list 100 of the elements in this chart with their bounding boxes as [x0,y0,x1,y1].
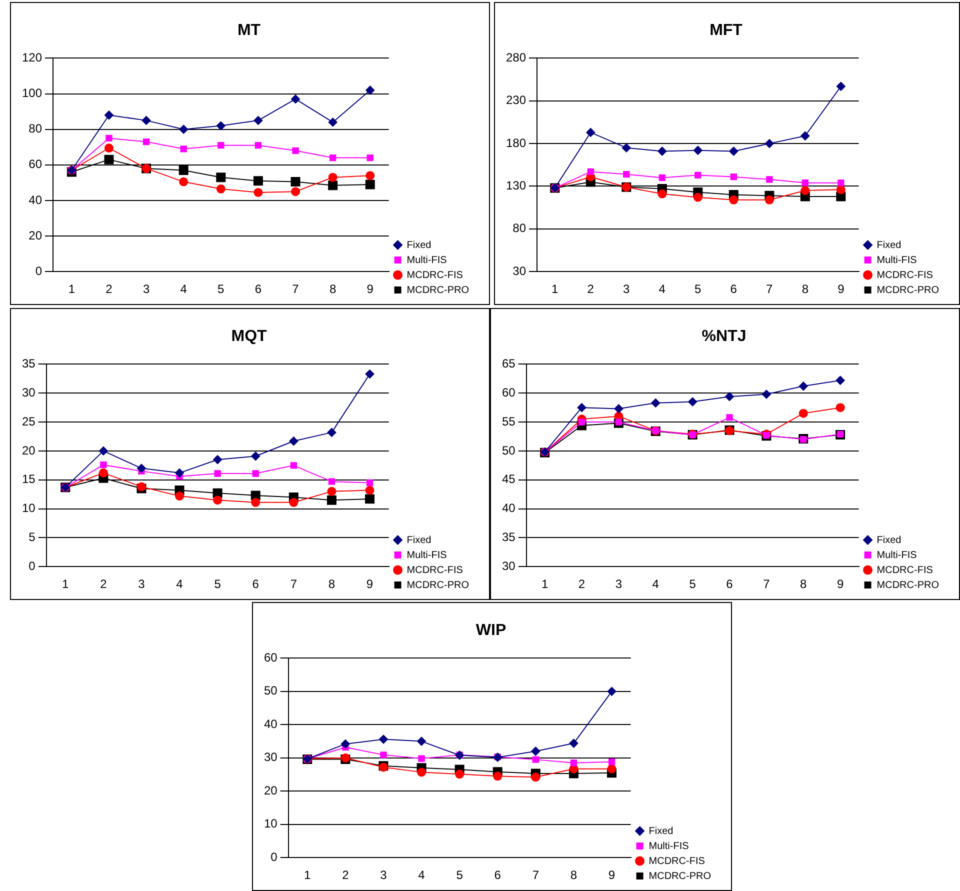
legend-label: Fixed [406,240,432,251]
point [179,124,188,134]
point [800,186,810,196]
point [658,174,666,182]
x-tick-label: 6 [726,577,734,592]
x-tick-label: 6 [730,282,738,296]
chart-title: MQT [231,328,267,346]
x-tick-label: 5 [214,577,222,592]
point [366,479,374,486]
point [291,94,300,104]
point [328,478,336,485]
point [693,146,702,155]
chart-title: WIP [476,622,506,640]
point [532,756,539,763]
point [798,408,808,418]
x-tick-label: 3 [380,868,388,882]
x-tick-label: 7 [290,577,298,592]
point [615,418,622,426]
point [729,195,738,204]
legend-label: MCDRC-FIS [876,564,934,576]
x-tick-label: 9 [608,868,616,882]
x-tick-label: 4 [180,282,188,296]
point [326,495,336,505]
y-tick-label: 20 [28,228,42,242]
point [607,686,616,696]
x-tick-label: 6 [494,868,502,882]
point [98,468,108,478]
x-tick-label: 2 [587,282,594,296]
point [836,185,846,194]
point [730,174,737,180]
point [106,134,112,142]
legend-label: MCDRC-PRO [648,870,712,882]
y-tick-label: 130 [506,178,526,193]
point [175,492,184,501]
point [253,176,263,186]
point [417,768,426,777]
point [328,180,338,190]
point [251,498,260,507]
point [216,121,226,130]
legend-label: Multi-FIS [648,840,690,852]
point [570,760,578,766]
point [531,746,540,756]
point [764,139,774,148]
x-tick-label: 4 [652,577,660,592]
point [378,734,388,744]
legend-label: Multi-FIS [876,254,918,266]
legend-label: Fixed [648,826,674,837]
y-tick-label: 55 [502,414,516,428]
y-tick-label: 40 [264,716,278,731]
x-tick-label: 3 [623,282,630,296]
x-tick-label: 1 [68,282,76,296]
point [726,414,733,421]
point [764,195,774,204]
point [418,755,425,762]
y-tick-label: 35 [502,530,516,544]
y-tick-label: 30 [512,264,526,278]
point [366,154,374,162]
point [658,146,667,156]
y-tick-label: 30 [22,385,36,400]
point [531,772,540,782]
y-tick-label: 100 [22,86,42,100]
point [289,436,298,446]
y-tick-label: 60 [28,157,42,172]
x-tick-label: 5 [689,577,696,592]
x-tick-label: 8 [328,577,336,592]
point [766,176,773,183]
y-tick-label: 280 [506,50,526,65]
legend-label: MCDRC-PRO [406,284,470,296]
point [216,172,226,182]
point [104,144,114,153]
point [569,738,578,748]
point [762,390,771,399]
x-tick-label: 9 [838,282,845,296]
point [254,116,263,125]
point [586,128,596,137]
point [380,752,387,758]
x-tick-label: 1 [62,577,70,592]
x-tick-label: 4 [176,577,184,592]
legend-label: Fixed [876,534,902,546]
x-tick-label: 1 [552,282,559,296]
point [658,189,667,198]
x-tick-label: 4 [418,868,426,882]
point [327,486,336,496]
legend-label: MCDRC-PRO [876,284,940,296]
x-tick-label: 5 [694,282,702,296]
y-tick-label: 80 [28,122,42,136]
y-tick-label: 40 [28,192,42,207]
point [175,468,184,478]
x-tick-label: 8 [802,282,809,296]
point [252,470,259,477]
x-tick-label: 9 [366,577,374,592]
point [328,118,338,127]
x-tick-label: 3 [138,577,146,592]
point [802,179,808,186]
point [100,461,107,468]
point [836,376,845,385]
point [417,736,426,746]
point [329,154,336,162]
point [213,496,222,505]
point [365,370,374,379]
